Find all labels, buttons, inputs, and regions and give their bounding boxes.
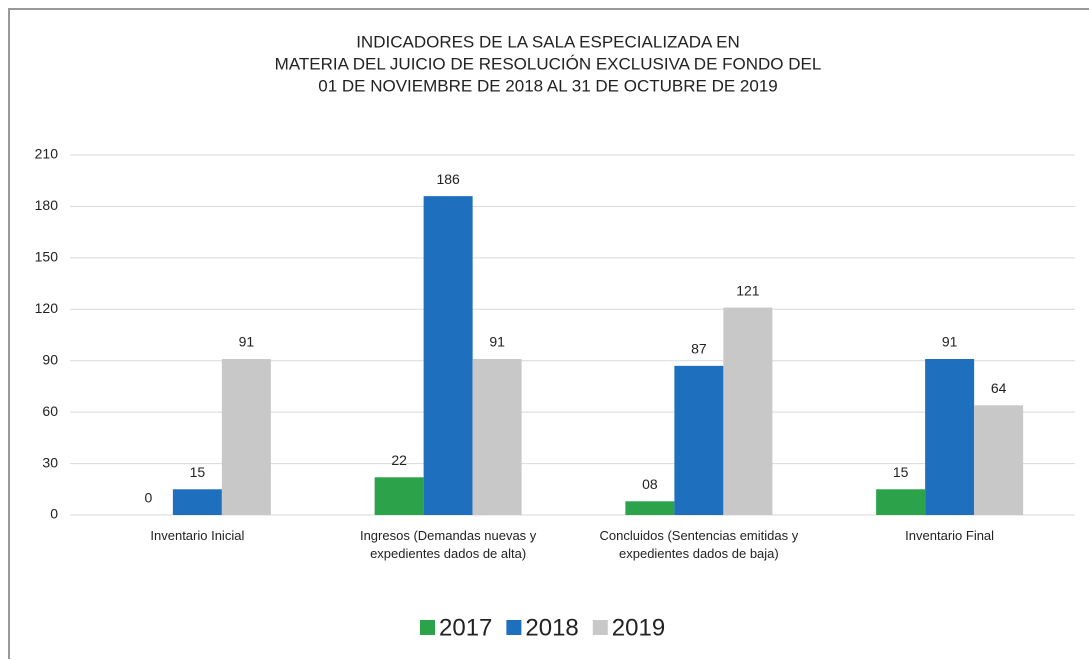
legend-label: 2018 bbox=[525, 614, 578, 641]
data-label: 08 bbox=[642, 476, 658, 492]
y-tick-label: 120 bbox=[35, 300, 59, 316]
bar bbox=[974, 405, 1024, 515]
data-label: 15 bbox=[893, 464, 909, 480]
bar bbox=[674, 365, 724, 515]
bar bbox=[925, 359, 975, 515]
data-label: 121 bbox=[736, 282, 760, 298]
data-label: 91 bbox=[942, 334, 958, 350]
data-label: 186 bbox=[436, 171, 460, 187]
data-label: 91 bbox=[489, 334, 505, 350]
bar bbox=[374, 477, 424, 515]
legend-swatch bbox=[592, 620, 608, 635]
y-tick-label: 150 bbox=[35, 249, 59, 265]
bar bbox=[423, 196, 473, 515]
y-tick-label: 30 bbox=[42, 454, 58, 470]
bar bbox=[172, 489, 222, 515]
bar bbox=[723, 307, 773, 515]
y-tick-label: 210 bbox=[35, 146, 59, 162]
chart-title: 01 DE NOVIEMBRE DE 2018 AL 31 DE OCTUBRE… bbox=[318, 76, 778, 95]
bar bbox=[876, 489, 926, 515]
data-label: 64 bbox=[991, 380, 1007, 396]
data-label: 91 bbox=[239, 334, 255, 350]
data-label: 15 bbox=[190, 464, 206, 480]
x-tick-label: Concluidos (Sentencias emitidas y expedi… bbox=[599, 528, 799, 561]
x-tick-label: Inventario Final bbox=[905, 528, 995, 543]
data-label: 0 bbox=[144, 490, 152, 506]
y-tick-label: 60 bbox=[42, 403, 58, 419]
y-tick-label: 90 bbox=[42, 351, 58, 367]
frame bbox=[8, 8, 1089, 659]
legend-label: 2019 bbox=[612, 614, 665, 641]
y-tick-label: 0 bbox=[50, 506, 58, 522]
y-tick-label: 180 bbox=[35, 197, 59, 213]
bar bbox=[472, 359, 522, 515]
x-tick-label: Ingresos (Demandas nuevas y expedientes … bbox=[359, 528, 537, 561]
legend-swatch bbox=[420, 620, 435, 635]
data-label: 22 bbox=[391, 452, 407, 468]
legend-swatch bbox=[506, 620, 522, 635]
legend-label: 2017 bbox=[439, 614, 492, 641]
data-label: 87 bbox=[691, 341, 707, 357]
chart-title: INDICADORES DE LA SALA ESPECIALIZADA EN bbox=[356, 32, 740, 51]
x-tick-label: Inventario Inicial bbox=[150, 528, 245, 543]
bar bbox=[625, 501, 675, 515]
chart-title: MATERIA DEL JUICIO DE RESOLUCIÓN EXCLUSI… bbox=[275, 54, 822, 73]
bar bbox=[221, 359, 271, 515]
